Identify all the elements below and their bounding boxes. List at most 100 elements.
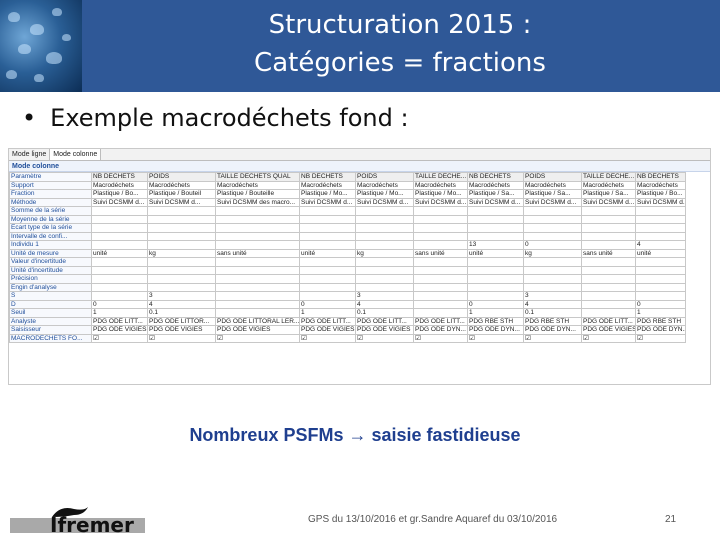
grid-cell[interactable]: Macrodéchets: [581, 180, 636, 190]
grid-cell[interactable]: [91, 265, 148, 275]
grid-cell[interactable]: [147, 231, 216, 241]
grid-cell[interactable]: Plastique / Sa...: [581, 189, 636, 199]
grid-cell[interactable]: 3: [523, 291, 582, 301]
grid-cell[interactable]: [147, 214, 216, 224]
grid-cell[interactable]: [523, 214, 582, 224]
grid-cell[interactable]: 1: [299, 308, 356, 318]
grid-cell[interactable]: ☑: [215, 333, 300, 343]
grid-cell[interactable]: [413, 214, 468, 224]
grid-cell[interactable]: Plastique / Bouteil: [147, 189, 216, 199]
grid-cell[interactable]: PDG ODE VIGIES: [355, 325, 414, 335]
grid-cell[interactable]: Suivi DCSMM d...: [523, 197, 582, 207]
grid-cell[interactable]: NB DECHETS: [635, 172, 686, 182]
grid-cell[interactable]: 4: [523, 299, 582, 309]
grid-cell[interactable]: [215, 231, 300, 241]
grid-cell[interactable]: [215, 299, 300, 309]
grid-cell[interactable]: Macrodéchets: [215, 180, 300, 190]
grid-cell[interactable]: [355, 231, 414, 241]
grid-cell[interactable]: Plastique / Mo...: [355, 189, 414, 199]
grid-cell[interactable]: [355, 206, 414, 216]
grid-cell[interactable]: 13: [467, 240, 524, 250]
grid-cell[interactable]: NB DECHETS: [299, 172, 356, 182]
grid-cell[interactable]: [635, 214, 686, 224]
grid-cell[interactable]: 1: [91, 308, 148, 318]
grid-cell[interactable]: [355, 274, 414, 284]
grid-cell[interactable]: PDG ODE LITT...: [581, 316, 636, 326]
grid-cell[interactable]: [467, 206, 524, 216]
grid-cell[interactable]: [147, 257, 216, 267]
grid-cell[interactable]: [215, 291, 300, 301]
grid-cell[interactable]: Plastique / Sa...: [523, 189, 582, 199]
grid-cell[interactable]: Plastique / Bouteille: [215, 189, 300, 199]
grid-cell[interactable]: PDG ODE DYN...: [523, 325, 582, 335]
grid-cell[interactable]: [581, 299, 636, 309]
grid-cell[interactable]: [299, 265, 356, 275]
grid-cell[interactable]: sans unité: [581, 248, 636, 258]
grid-cell[interactable]: Suivi DCSMM d...: [635, 197, 686, 207]
grid-cell[interactable]: 0: [299, 299, 356, 309]
grid-cell[interactable]: sans unité: [413, 248, 468, 258]
grid-cell[interactable]: PDG ODE DYN...: [635, 325, 686, 335]
grid-cell[interactable]: PDG ODE VIGIES: [215, 325, 300, 335]
tab-mode-colonne[interactable]: Mode colonne: [50, 149, 102, 160]
grid-cell[interactable]: Plastique / Mo...: [299, 189, 356, 199]
grid-cell[interactable]: PDG ODE LITT...: [413, 316, 468, 326]
grid-cell[interactable]: ☑: [581, 333, 636, 343]
grid-cell[interactable]: 0: [91, 299, 148, 309]
grid-cell[interactable]: 1: [635, 308, 686, 318]
grid-cell[interactable]: PDG ODE LITTOR...: [147, 316, 216, 326]
grid-cell[interactable]: Suivi DCSMM d...: [467, 197, 524, 207]
grid-cell[interactable]: [147, 282, 216, 292]
grid-cell[interactable]: POIDS: [147, 172, 216, 182]
grid-cell[interactable]: PDG RBE STH: [523, 316, 582, 326]
grid-cell[interactable]: Macrodéchets: [299, 180, 356, 190]
grid-cell[interactable]: [299, 206, 356, 216]
grid-cell[interactable]: [581, 274, 636, 284]
grid-cell[interactable]: [215, 265, 300, 275]
grid-cell[interactable]: 3: [355, 291, 414, 301]
grid-cell[interactable]: unité: [635, 248, 686, 258]
grid-cell[interactable]: [635, 257, 686, 267]
grid-cell[interactable]: [91, 231, 148, 241]
grid-cell[interactable]: [299, 214, 356, 224]
grid-cell[interactable]: Suivi DCSMM d...: [299, 197, 356, 207]
grid-cell[interactable]: [413, 206, 468, 216]
tab-mode-ligne[interactable]: Mode ligne: [9, 149, 51, 160]
grid-cell[interactable]: [413, 231, 468, 241]
grid-cell[interactable]: [299, 282, 356, 292]
grid-cell[interactable]: Plastique / Bo...: [635, 189, 686, 199]
grid-cell[interactable]: Plastique / Bo...: [91, 189, 148, 199]
grid-cell[interactable]: [413, 274, 468, 284]
grid-cell[interactable]: [413, 223, 468, 233]
grid-cell[interactable]: [467, 282, 524, 292]
grid-cell[interactable]: PDG ODE VIGIES: [91, 325, 148, 335]
grid-cell[interactable]: [413, 265, 468, 275]
grid-cell[interactable]: [215, 240, 300, 250]
grid-cell[interactable]: ☑: [413, 333, 468, 343]
grid-cell[interactable]: PDG ODE LITTORAL LER...: [215, 316, 300, 326]
grid-cell[interactable]: Macrodéchets: [467, 180, 524, 190]
grid-cell[interactable]: [91, 206, 148, 216]
grid-cell[interactable]: kg: [523, 248, 582, 258]
grid-cell[interactable]: [215, 257, 300, 267]
grid-cell[interactable]: Suivi DCSMM d...: [413, 197, 468, 207]
grid-cell[interactable]: Suivi DCSMM d...: [581, 197, 636, 207]
grid-cell[interactable]: [635, 282, 686, 292]
grid-cell[interactable]: [581, 257, 636, 267]
grid-cell[interactable]: 4: [355, 299, 414, 309]
grid-cell[interactable]: [467, 274, 524, 284]
grid-cell[interactable]: [467, 257, 524, 267]
grid-cell[interactable]: [299, 257, 356, 267]
grid-cell[interactable]: TAILLE DECHE...: [581, 172, 636, 182]
grid-cell[interactable]: 3: [147, 291, 216, 301]
grid-cell[interactable]: 0.1: [355, 308, 414, 318]
grid-cell[interactable]: NB DECHETS: [467, 172, 524, 182]
grid-cell[interactable]: [299, 291, 356, 301]
grid-cell[interactable]: Plastique / Sa...: [467, 189, 524, 199]
grid-cell[interactable]: [147, 223, 216, 233]
grid-cell[interactable]: [215, 274, 300, 284]
grid-cell[interactable]: ☑: [299, 333, 356, 343]
grid-cell[interactable]: 0: [523, 240, 582, 250]
grid-cell[interactable]: [581, 308, 636, 318]
grid-cell[interactable]: Suivi DCSMM des macro...: [215, 197, 300, 207]
